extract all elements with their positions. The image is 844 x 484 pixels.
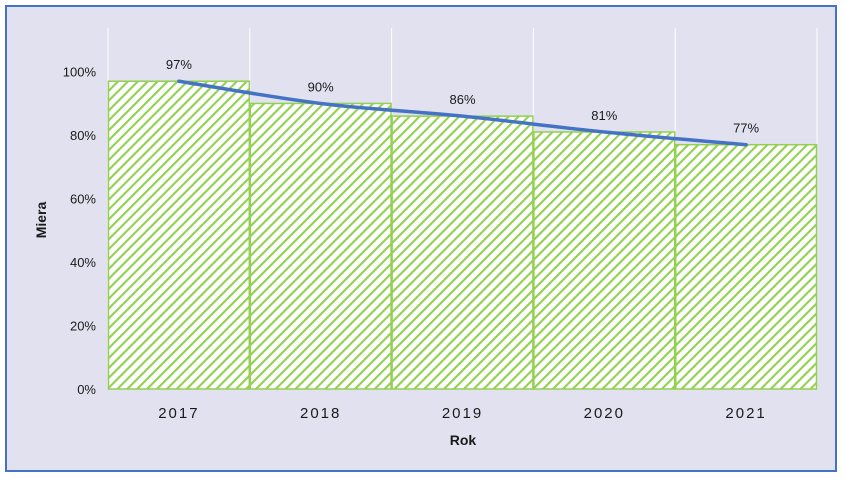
x-tick-label: 2017	[158, 405, 199, 422]
data-label: 90%	[308, 79, 334, 94]
data-labels: 97% 90% 86% 81% 77%	[166, 57, 760, 135]
y-tick-label: 80%	[70, 128, 96, 143]
bar-2017	[107, 80, 251, 390]
x-tick-label: 2019	[442, 405, 483, 422]
data-label: 81%	[591, 108, 617, 123]
bar-2021	[674, 143, 818, 390]
bar-2019	[391, 115, 534, 390]
x-tick-label: 2021	[725, 405, 766, 422]
data-label: 77%	[733, 121, 759, 136]
y-axis-title: Miera	[33, 202, 49, 239]
trendline-path	[177, 79, 748, 147]
trendline	[177, 79, 748, 147]
y-tick-label: 0%	[77, 382, 96, 397]
y-tick-label: 20%	[70, 319, 96, 334]
y-tick-label: 60%	[70, 192, 96, 207]
x-axis-ticks: 2017 2018 2019 2020 2021	[158, 405, 766, 422]
y-axis-ticks: 0% 20% 40% 60% 80% 100%	[63, 65, 97, 397]
x-tick-label: 2018	[300, 405, 341, 422]
data-label: 97%	[166, 57, 192, 72]
y-tick-label: 100%	[63, 65, 97, 80]
y-tick-label: 40%	[70, 255, 96, 270]
x-axis-title: Rok	[450, 432, 477, 448]
x-tick-label: 2020	[584, 405, 625, 422]
bar-2020	[533, 131, 676, 390]
data-label: 86%	[449, 92, 475, 107]
bars	[107, 80, 818, 390]
bar-2018	[249, 102, 392, 390]
